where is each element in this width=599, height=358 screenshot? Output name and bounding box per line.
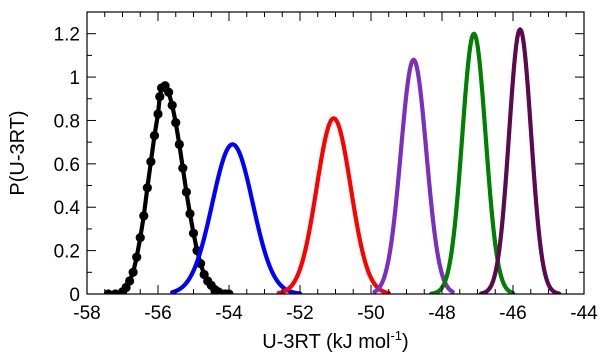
series-group xyxy=(103,27,562,294)
x-tick-label: -50 xyxy=(357,303,384,324)
series-line-3 xyxy=(276,116,391,294)
data-point-marker xyxy=(178,163,188,173)
series-line-5 xyxy=(429,31,516,294)
data-point-marker xyxy=(153,109,163,119)
x-tick-label: -56 xyxy=(144,303,171,324)
series-line-1 xyxy=(106,83,232,294)
series-line-6 xyxy=(478,27,562,294)
x-axis-label: U-3RT (kJ mol-1) xyxy=(262,328,408,353)
y-tick-label: 0.8 xyxy=(54,111,80,132)
series-line-4 xyxy=(372,57,455,294)
y-tick-label: 0.2 xyxy=(54,242,80,263)
data-point-marker xyxy=(146,157,156,167)
plot-area xyxy=(103,27,562,294)
data-point-marker xyxy=(155,92,165,102)
data-point-marker xyxy=(185,209,195,219)
x-axis-label-main: U-3RT (kJ mol xyxy=(262,331,390,353)
x-tick-label: -54 xyxy=(215,303,243,324)
y-tick-label: 0.4 xyxy=(54,198,81,219)
y-tick-label: 0.6 xyxy=(54,155,80,176)
x-axis-label-close: ) xyxy=(402,331,409,353)
plot-frame xyxy=(86,11,585,295)
data-point-marker xyxy=(188,228,199,238)
y-tick-label: 0 xyxy=(69,285,80,306)
data-point-marker xyxy=(132,252,142,262)
data-point-marker xyxy=(149,131,160,141)
data-point-marker xyxy=(142,183,152,193)
data-point-marker xyxy=(164,87,174,97)
data-point-marker xyxy=(125,276,135,286)
data-point-marker xyxy=(135,233,145,243)
y-tick-label: 1.2 xyxy=(54,25,80,46)
data-point-marker xyxy=(103,289,113,294)
tick-labels: -58 -56 -54 -52 -50 -48 -46 -44 0 0.2 0.4 0.6 0.8 1 1.… xyxy=(54,25,599,324)
data-point-marker xyxy=(171,118,181,128)
y-tick-label: 1 xyxy=(69,68,80,89)
x-axis-label-superscript: -1 xyxy=(390,328,402,343)
x-tick-label: -58 xyxy=(73,303,100,324)
x-tick-label: -48 xyxy=(428,303,455,324)
series-line-2 xyxy=(170,142,303,294)
data-point-marker xyxy=(181,187,191,197)
data-point-marker xyxy=(174,139,184,149)
data-point-marker xyxy=(128,267,138,277)
data-point-marker xyxy=(167,100,177,110)
x-tick-label: -52 xyxy=(286,303,313,324)
data-point-marker xyxy=(139,211,149,221)
x-tick-label: -46 xyxy=(499,303,526,324)
x-tick-label: -44 xyxy=(570,303,598,324)
data-point-marker xyxy=(110,289,120,294)
y-axis-label: P(U-3RT) xyxy=(7,110,29,195)
